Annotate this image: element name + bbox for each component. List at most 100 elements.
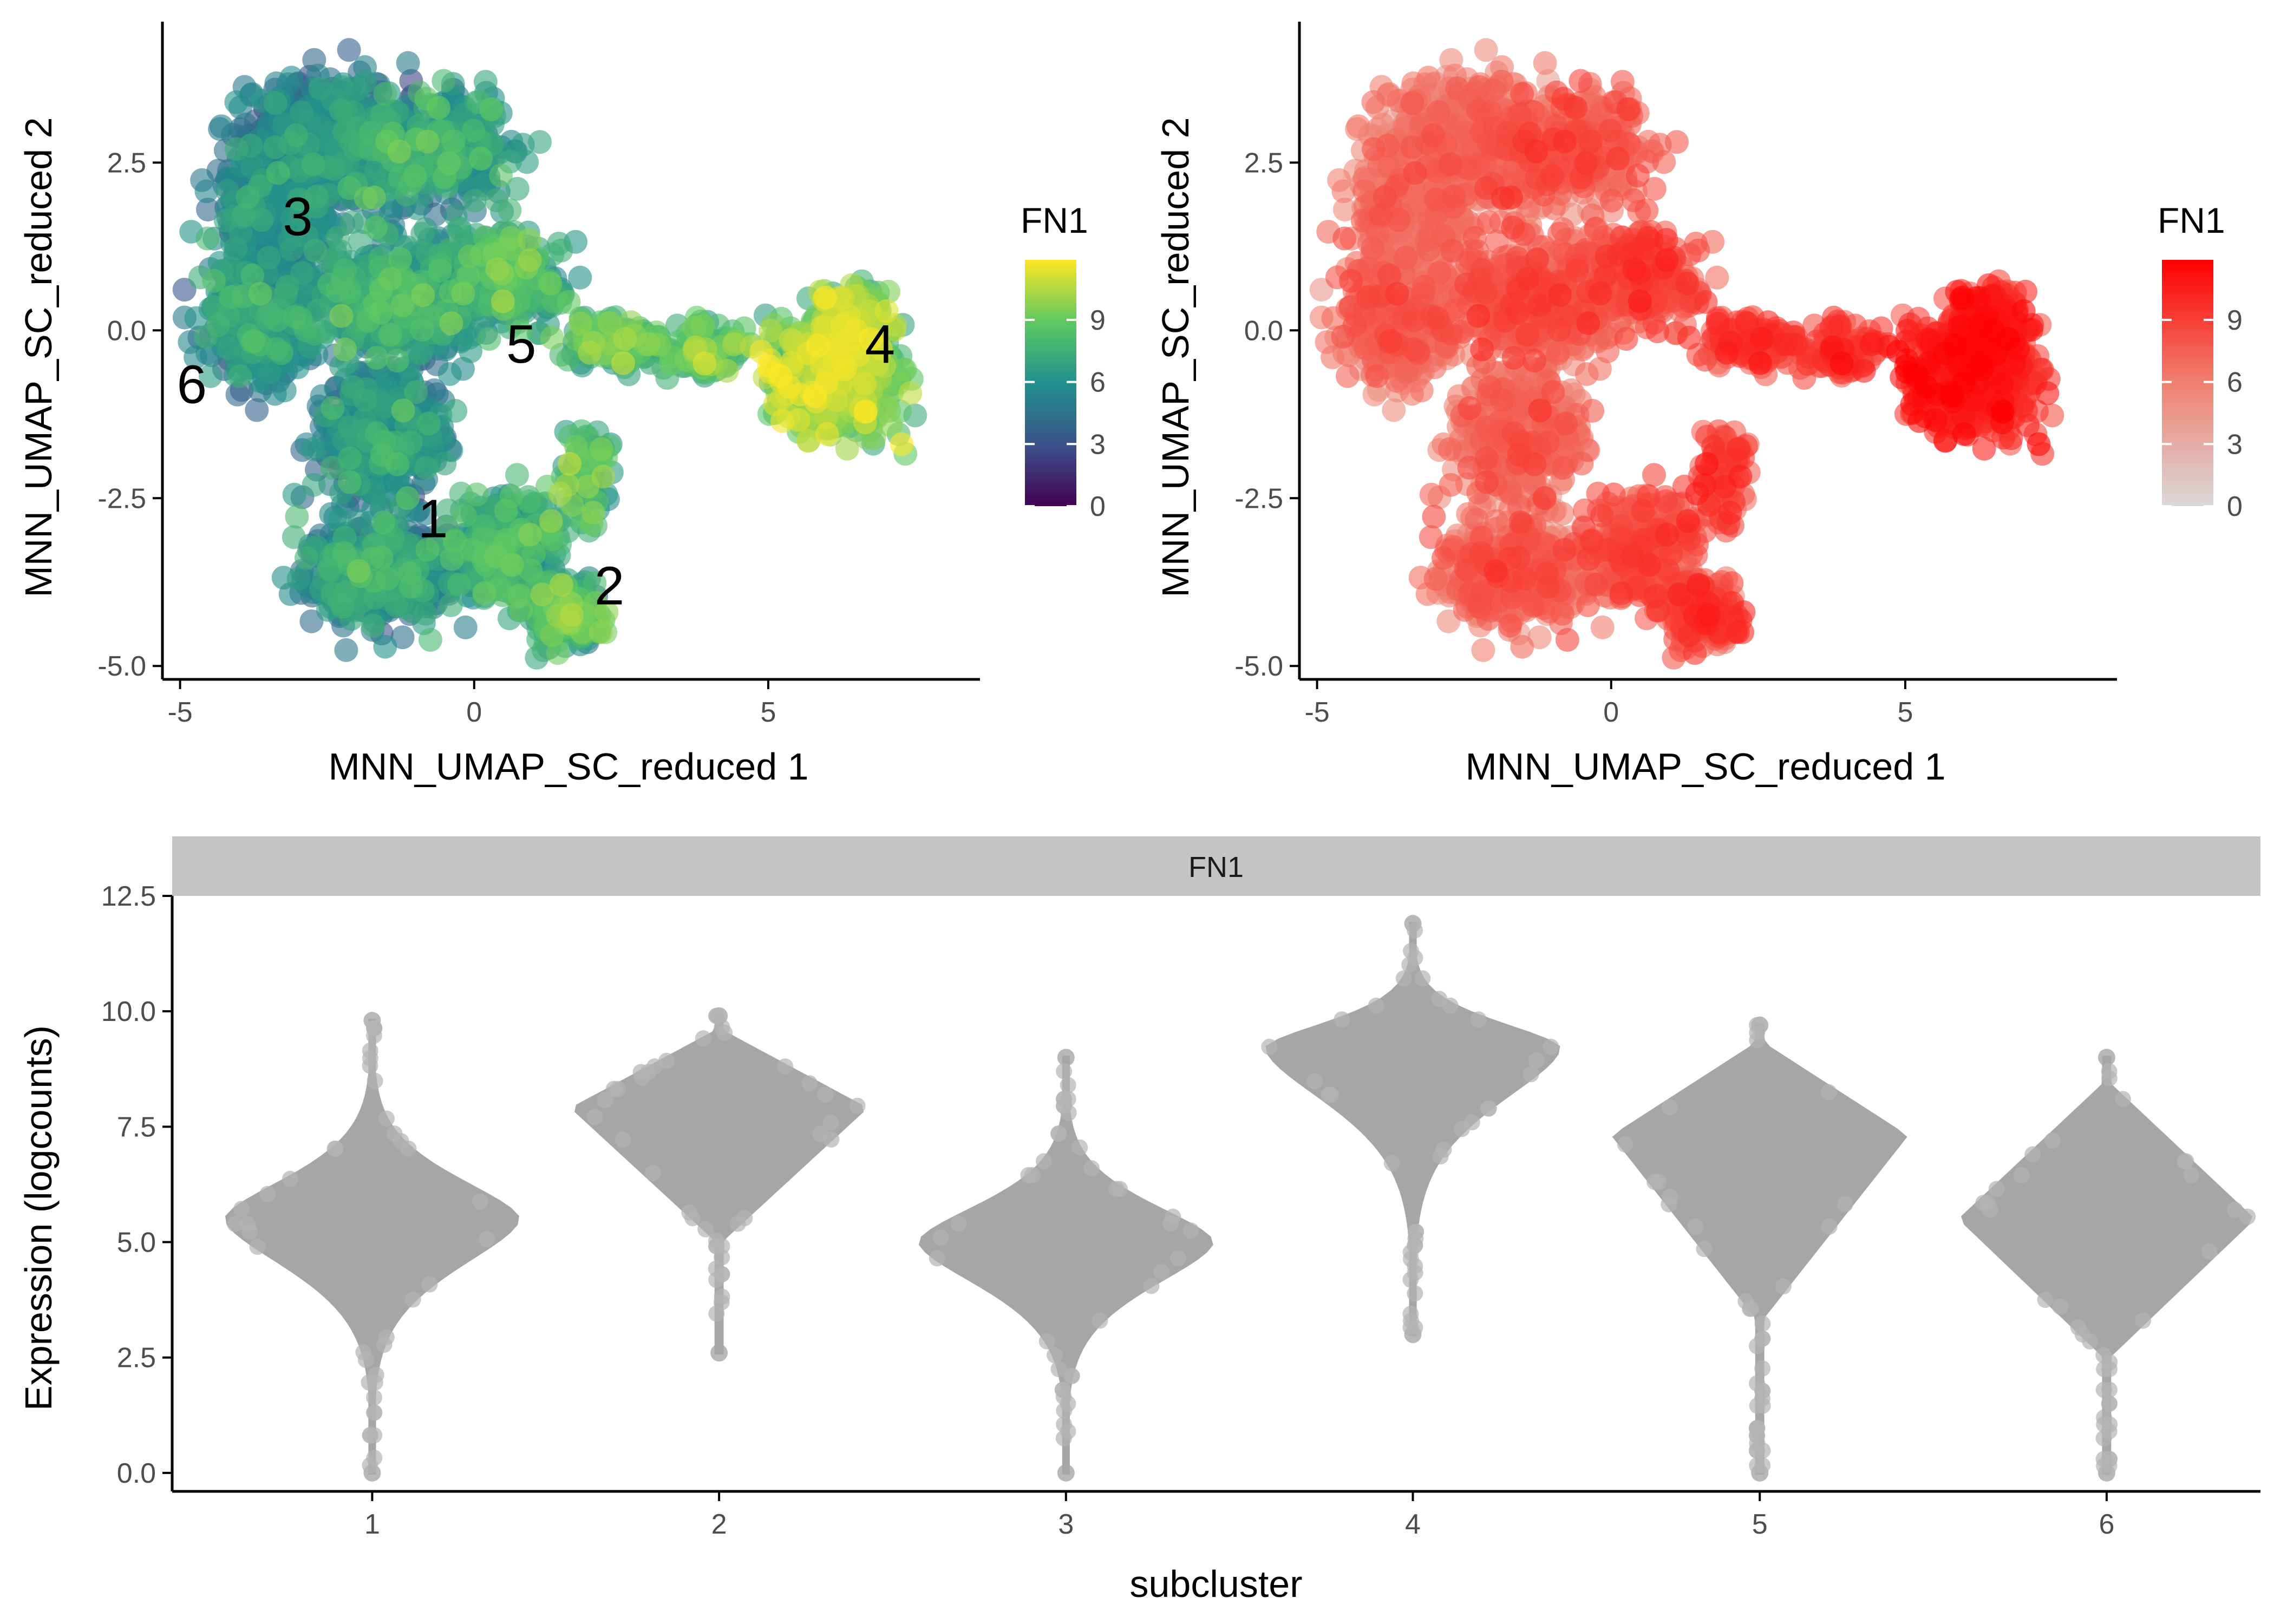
umap-point xyxy=(363,215,388,240)
umap-point xyxy=(236,185,260,209)
cluster-label: 6 xyxy=(177,354,207,415)
umap-point xyxy=(373,634,397,659)
umap-point xyxy=(518,248,542,272)
umap-point xyxy=(473,70,498,94)
umap-point xyxy=(472,581,496,605)
umap-point xyxy=(611,351,635,375)
umap-point xyxy=(757,354,781,378)
umap-point xyxy=(385,452,409,476)
umap-point xyxy=(557,290,581,314)
umap-point xyxy=(195,226,220,251)
umap-point xyxy=(589,620,613,644)
umap-point xyxy=(898,381,923,405)
umap-point xyxy=(453,615,478,639)
umap-point xyxy=(477,327,501,351)
umap-point xyxy=(352,69,377,94)
cluster-label: 5 xyxy=(506,314,537,375)
umap-point xyxy=(279,66,304,90)
umap-point xyxy=(282,525,306,549)
umap-point xyxy=(337,470,362,494)
legend-label: 6 xyxy=(1090,367,1106,398)
umap-point xyxy=(890,432,914,456)
umap-point xyxy=(578,340,602,365)
x-tick-label: 0 xyxy=(466,697,482,728)
umap-point xyxy=(245,398,269,422)
umap-point xyxy=(263,135,287,159)
umap-point xyxy=(469,147,493,171)
umap-point xyxy=(206,313,230,337)
umap-point xyxy=(194,179,219,204)
umap-point xyxy=(538,271,563,296)
umap-point xyxy=(446,217,471,241)
umap-point xyxy=(498,198,522,222)
umap-point xyxy=(413,601,437,626)
umap-point xyxy=(202,269,226,293)
umap-point xyxy=(302,473,326,497)
umap-point xyxy=(288,306,312,330)
umap-point xyxy=(378,267,402,291)
umap-point xyxy=(321,396,345,420)
umap-point xyxy=(465,482,489,507)
umap-point xyxy=(517,228,541,252)
umap-point xyxy=(225,382,250,407)
umap-point xyxy=(479,97,504,121)
umap-point xyxy=(415,129,440,154)
legend-label: 3 xyxy=(1090,429,1106,460)
umap-point xyxy=(390,293,415,317)
umap-point xyxy=(835,436,859,461)
umap-point xyxy=(540,325,564,350)
umap-point xyxy=(410,221,435,246)
umap-point xyxy=(294,546,318,570)
umap-point xyxy=(396,51,420,75)
umap-point xyxy=(505,463,529,487)
umap-point xyxy=(853,400,878,424)
umap-point xyxy=(322,157,345,181)
umap-point xyxy=(410,318,434,342)
umap-point xyxy=(257,246,281,270)
umap-point xyxy=(397,561,422,586)
y-tick-label: -2.5 xyxy=(97,483,146,514)
umap-point xyxy=(337,38,361,62)
umap-point xyxy=(439,593,463,618)
umap-point xyxy=(248,281,272,306)
legend-label: 9 xyxy=(1090,305,1106,336)
umap-point xyxy=(224,90,249,114)
umap-point xyxy=(491,289,515,313)
umap-point xyxy=(396,486,420,510)
y-tick-label: 0.0 xyxy=(107,315,146,346)
umap-point xyxy=(500,553,524,577)
umap-point xyxy=(330,594,355,619)
umap-point xyxy=(329,98,353,122)
umap-point xyxy=(228,364,252,388)
umap-point xyxy=(403,163,427,188)
umap-viridis-y-axis-title: MNN_UMAP_SC_reduced 2 xyxy=(17,117,60,597)
umap-point xyxy=(853,372,877,396)
umap-point xyxy=(347,559,371,583)
umap-point xyxy=(289,100,313,124)
umap-point xyxy=(285,505,309,529)
x-tick-label: 5 xyxy=(760,697,776,728)
umap-point xyxy=(458,244,482,269)
umap-viridis-legend-title: FN1 xyxy=(1021,200,1088,240)
umap-point xyxy=(411,283,435,307)
umap-point xyxy=(591,464,616,489)
umap-point xyxy=(802,384,827,408)
y-tick-label: 2.5 xyxy=(107,147,146,179)
umap-point xyxy=(443,398,468,423)
umap-point xyxy=(428,258,452,283)
umap-point xyxy=(369,546,394,570)
umap-point xyxy=(770,409,794,433)
umap-point xyxy=(417,411,441,436)
umap-point xyxy=(241,329,266,353)
cluster-label: 1 xyxy=(418,488,448,549)
umap-point xyxy=(441,129,466,154)
umap-point xyxy=(427,95,450,120)
umap-point xyxy=(558,451,581,476)
umap-point xyxy=(815,422,839,446)
umap-point xyxy=(451,281,475,306)
umap-point xyxy=(333,337,357,362)
umap-point xyxy=(489,163,513,188)
umap-point xyxy=(364,345,389,370)
umap-point xyxy=(715,359,739,383)
